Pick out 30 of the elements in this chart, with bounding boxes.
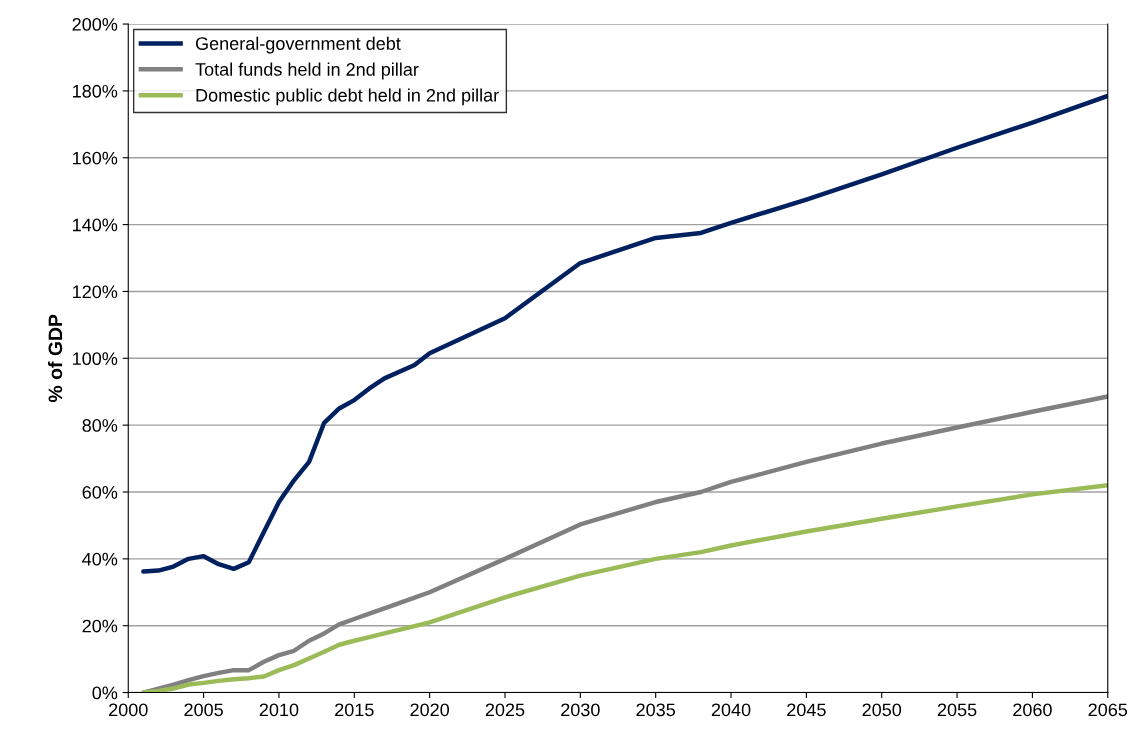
y-tick-label: 180% [73,84,118,98]
x-tick-label: 2045 [787,703,826,717]
x-tick-label: 2060 [1013,703,1052,717]
y-tick-label: 60% [82,485,118,499]
y-tick-label: 200% [72,17,118,31]
y-axis-title: % of GDP [47,314,63,403]
x-tick-label: 2015 [335,703,374,717]
x-tick-label: 2055 [937,703,977,717]
x-tick-label: 2030 [561,703,600,717]
y-tick-label: 160% [73,151,118,165]
x-tick-label: 2020 [410,703,450,717]
legend-label: General-government debt [195,36,401,54]
y-tick-label: 40% [82,552,118,566]
x-tick-label: 2005 [184,703,223,717]
y-tick-label: 80% [82,419,118,432]
x-tick-label: 2050 [862,703,902,717]
y-tick-label: 20% [82,619,118,633]
x-tick-label: 2000 [109,703,148,717]
y-tick-label: 100% [73,352,118,366]
y-tick-label: 120% [73,285,118,299]
legend-label: Total funds held in 2nd pillar [195,62,419,80]
legend-label: Domestic public debt held in 2nd pillar [196,88,499,106]
line-series [141,483,1108,693]
y-tick-label: 0% [92,686,118,700]
x-tick-label: 2040 [711,703,751,717]
y-tick-label: 140% [73,218,118,232]
x-tick-label: 2065 [1088,703,1128,717]
x-tick-label: 2035 [636,703,676,717]
x-tick-label: 2010 [259,703,299,717]
x-tick-label: 2025 [485,703,525,717]
